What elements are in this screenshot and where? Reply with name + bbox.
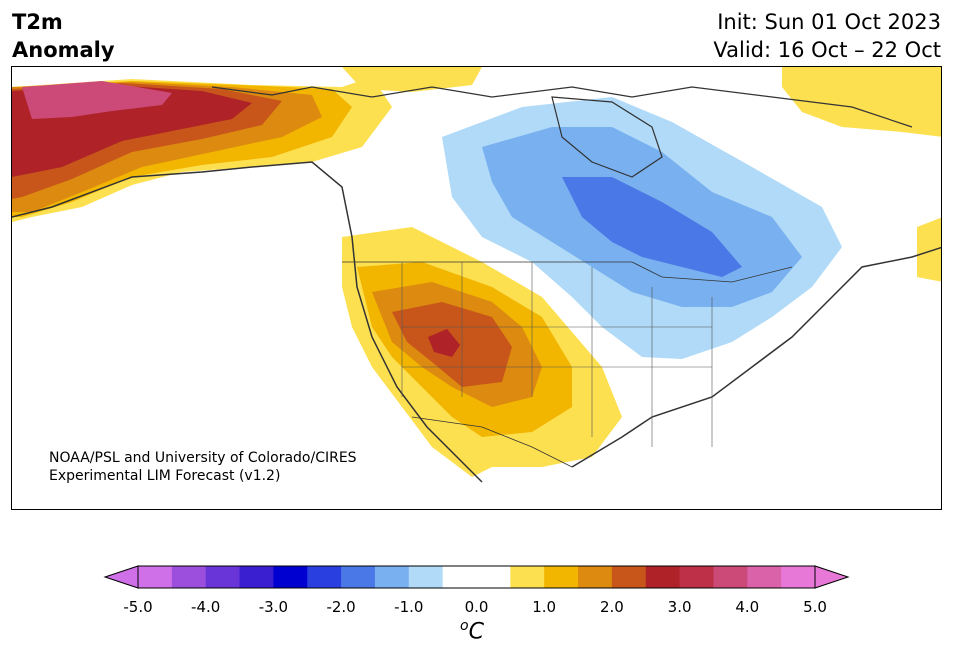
alaska-anomaly-5: [22, 81, 172, 119]
colorbar-cell: [679, 566, 714, 588]
colorbar-extend-low: [103, 565, 139, 589]
coastline-arctic: [211, 86, 913, 128]
colorbar-outline: [137, 565, 816, 589]
title-line-2: Anomaly: [12, 38, 115, 62]
colorbar-cell: [578, 566, 613, 588]
southwest-anomaly-5: [428, 329, 460, 357]
colorbar-extend-high: [814, 565, 850, 589]
greenland-anomaly: [782, 67, 941, 137]
colorbar-tick-label: -2.0: [326, 598, 356, 616]
init-date: Init: Sun 01 Oct 2023: [717, 10, 941, 34]
valid-dates: Valid: 16 Oct – 22 Oct: [713, 38, 941, 62]
colorbar-tick-label: 4.0: [735, 598, 760, 616]
colorbar-cell: [544, 566, 579, 588]
map-title: T2m Anomaly: [12, 8, 115, 64]
arctic-anomaly: [342, 67, 482, 92]
us-canada-border: [342, 261, 793, 283]
colorbar-tick-label: -3.0: [258, 598, 289, 616]
colorbar-cell: [781, 566, 816, 588]
colorbar-tick-label: 0.0: [464, 598, 489, 616]
colorbar-cell: [138, 566, 173, 588]
colorbar-tick-label: -5.0: [123, 598, 153, 616]
colorbar-cell: [510, 566, 545, 588]
colorbar-cell: [476, 566, 511, 588]
title-line-1: T2m: [12, 10, 63, 34]
colorbar-tick-label: 3.0: [667, 598, 692, 616]
colorbar-cell: [307, 566, 342, 588]
colorbar-cell: [273, 566, 308, 588]
colorbar-tick-label: -1.0: [394, 598, 424, 616]
colorbar-cell: [442, 566, 477, 588]
colorbar-unit: oC: [460, 618, 484, 645]
colorbar-cell: [611, 566, 647, 588]
colorbar-cell: [205, 566, 241, 588]
colorbar-cell: [239, 566, 274, 588]
colorbar-cell: [341, 566, 376, 588]
colorbar-cell: [747, 566, 782, 588]
us-mexico-border: [411, 416, 573, 468]
map-panel: [11, 66, 942, 510]
credit-line-1: NOAA/PSL and University of Colorado/CIRE…: [49, 450, 357, 466]
hudson-bay: [551, 96, 663, 178]
colorbar-cell: [408, 566, 444, 588]
colorbar-tick-label: 5.0: [803, 598, 827, 616]
labrador-anomaly: [917, 217, 941, 282]
colorbar-cells: [138, 566, 816, 588]
colorbar-cell: [713, 566, 748, 588]
coastline-gulf: [571, 246, 941, 468]
forecast-credit: NOAA/PSL and University of Colorado/CIRE…: [49, 449, 357, 485]
colorbar-cell: [645, 566, 681, 588]
state-lines: [401, 262, 713, 447]
coastline-west: [12, 161, 483, 483]
colorbar-tick-label: 1.0: [532, 598, 557, 616]
credit-line-2: Experimental LIM Forecast (v1.2): [49, 468, 281, 484]
colorbar-tick-label: 2.0: [599, 598, 624, 616]
forecast-dates: Init: Sun 01 Oct 2023 Valid: 16 Oct – 22…: [713, 8, 941, 64]
colorbar-cell: [374, 566, 410, 588]
colorbar-cell: [171, 566, 207, 588]
anomaly-map: [12, 67, 941, 483]
colorbar-tick-label: -4.0: [191, 598, 221, 616]
cold-anomaly-core: [562, 177, 742, 277]
